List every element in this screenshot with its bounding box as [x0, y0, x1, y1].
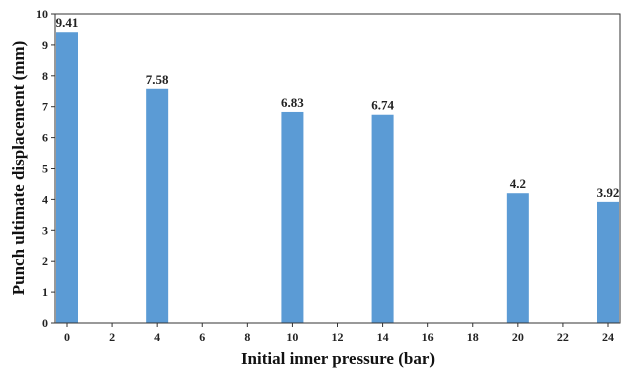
- x-tick-label-6: 6: [199, 330, 205, 344]
- bar-14: [371, 114, 394, 323]
- y-tick-label-8: 8: [42, 69, 48, 83]
- bars-group: [56, 32, 619, 324]
- x-tick-label-8: 8: [244, 330, 250, 344]
- x-tick-label-18: 18: [467, 330, 479, 344]
- y-tick-label-10: 10: [36, 7, 48, 21]
- data-label-4: 7.58: [146, 72, 169, 87]
- y-tick-label-4: 4: [42, 192, 48, 206]
- y-tick-label-7: 7: [42, 100, 48, 114]
- data-label-0: 9.41: [56, 15, 79, 30]
- x-tick-label-20: 20: [512, 330, 524, 344]
- y-tick-label-6: 6: [42, 131, 48, 145]
- x-tick-label-16: 16: [422, 330, 434, 344]
- axes-group: [54, 13, 621, 324]
- bar-20: [506, 193, 529, 323]
- x-tick-label-22: 22: [557, 330, 569, 344]
- bar-4: [146, 88, 169, 323]
- x-tick-label-12: 12: [332, 330, 344, 344]
- x-axis-title: Initial inner pressure (bar): [241, 349, 435, 368]
- x-tick-label-2: 2: [109, 330, 115, 344]
- x-tick-label-10: 10: [286, 330, 298, 344]
- y-tick-label-0: 0: [42, 316, 48, 330]
- y-axis-title: Punch ultimate displacement (mm): [9, 41, 28, 296]
- data-label-24: 3.92: [597, 185, 620, 200]
- y-tick-label-3: 3: [42, 223, 48, 237]
- bar-0: [56, 32, 78, 324]
- y-tick-label-5: 5: [42, 162, 48, 176]
- y-tick-label-9: 9: [42, 38, 48, 52]
- data-label-20: 4.2: [510, 176, 526, 191]
- data-labels-group: 9.41 7.58 6.83 6.74 4.2 3.92: [56, 15, 620, 200]
- y-tick-label-2: 2: [42, 254, 48, 268]
- data-label-14: 6.74: [371, 98, 394, 113]
- y-ticks-group: 0 1 2 3 4 5 6 7 8 9 10: [36, 7, 55, 330]
- bar-10: [281, 111, 304, 323]
- data-label-10: 6.83: [281, 95, 304, 110]
- x-tick-label-0: 0: [64, 330, 70, 344]
- x-tick-label-24: 24: [602, 330, 614, 344]
- bar-24: [597, 201, 619, 323]
- x-tick-label-4: 4: [154, 330, 160, 344]
- x-tick-label-14: 14: [377, 330, 389, 344]
- y-tick-label-1: 1: [42, 285, 48, 299]
- x-ticks-group: 0 2 4 6 8 10 12 14 16 18 20 22 24: [64, 323, 614, 344]
- plot-frame: [54, 13, 621, 324]
